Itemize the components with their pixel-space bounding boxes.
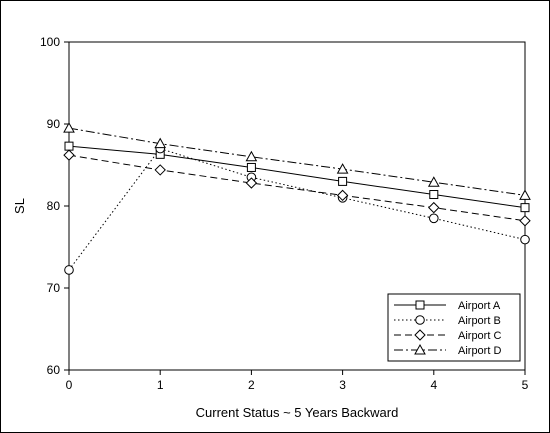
data-point xyxy=(429,213,439,224)
data-point xyxy=(154,164,166,176)
legend-item: Airport C xyxy=(394,329,501,342)
data-point xyxy=(246,162,256,172)
series-line xyxy=(68,148,526,271)
y-tick-label-80: 80 xyxy=(47,199,61,213)
series-layer xyxy=(63,122,531,275)
y-tick-label-90: 90 xyxy=(47,117,61,131)
legend-label: Airport D xyxy=(458,345,501,357)
axes: 0 1 2 3 4 5 60 70 80 90 100 xyxy=(40,35,529,392)
legend-marker xyxy=(414,329,426,341)
legend-item: Airport B xyxy=(394,315,501,327)
data-point xyxy=(63,149,75,161)
x-tick-label-4: 4 xyxy=(430,378,437,392)
data-point xyxy=(245,150,258,162)
data-point xyxy=(428,201,440,214)
x-tick-label-3: 3 xyxy=(339,378,346,392)
x-tick-label-0: 0 xyxy=(66,378,73,392)
legend-item: Airport D xyxy=(394,343,501,357)
y-tick-label-100: 100 xyxy=(40,35,60,49)
y-tick-label-60: 60 xyxy=(47,363,61,377)
series-airport-d xyxy=(63,122,531,200)
y-axis-title: SL xyxy=(12,198,27,214)
y-tick-label-70: 70 xyxy=(47,281,61,295)
series-line xyxy=(68,154,526,222)
data-point xyxy=(338,176,348,186)
x-tick-label-2: 2 xyxy=(248,378,255,392)
legend: Airport A Airport B Airport C Airport D xyxy=(387,293,521,362)
data-point xyxy=(245,177,258,189)
data-point xyxy=(336,163,349,174)
data-point xyxy=(427,176,440,187)
legend-marker xyxy=(414,343,426,355)
x-tick-label-5: 5 xyxy=(522,378,529,392)
series-airport-a xyxy=(64,141,530,213)
series-line xyxy=(68,127,526,196)
series-line xyxy=(68,145,526,209)
data-point xyxy=(64,265,74,275)
data-point xyxy=(63,122,75,133)
data-point xyxy=(519,189,531,200)
data-point xyxy=(336,189,349,202)
legend-item: Airport A xyxy=(394,300,501,312)
series-airport-c xyxy=(63,149,531,227)
data-point xyxy=(520,203,530,213)
data-point xyxy=(429,190,439,200)
x-axis-title: Current Status ~ 5 Years Backward xyxy=(196,405,399,420)
data-point xyxy=(64,141,74,151)
legend-marker xyxy=(415,315,425,325)
series-airport-b xyxy=(64,143,530,275)
legend-label: Airport A xyxy=(458,300,501,312)
data-point xyxy=(520,234,530,245)
legend-marker xyxy=(415,300,425,310)
x-tick-label-1: 1 xyxy=(157,378,164,392)
data-point xyxy=(519,215,531,227)
legend-label: Airport B xyxy=(458,315,501,327)
data-point xyxy=(154,137,167,149)
legend-label: Airport C xyxy=(458,330,501,342)
